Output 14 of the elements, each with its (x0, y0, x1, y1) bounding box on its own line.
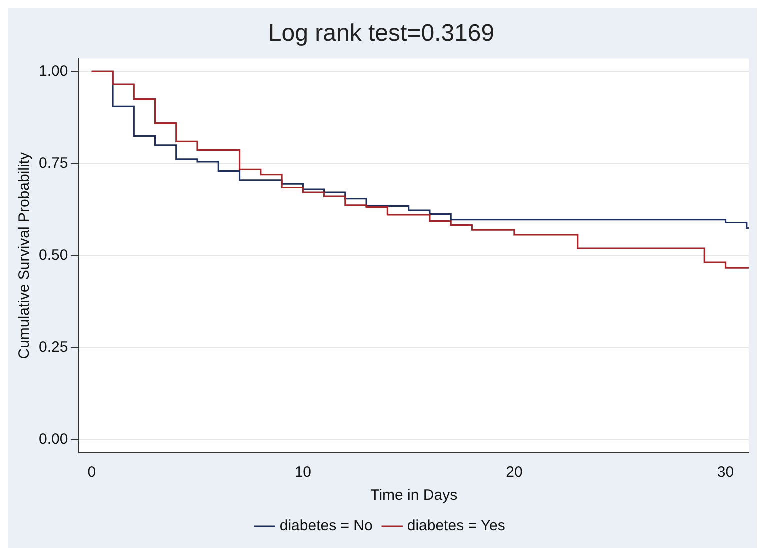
legend-label: diabetes = Yes (407, 518, 506, 535)
x-tick-label: 10 (294, 464, 312, 482)
y-tick-label: 0.25 (38, 339, 68, 356)
y-tick-label: 0.00 (38, 431, 68, 448)
chart-title: Log rank test=0.3169 (268, 20, 495, 48)
x-tick-label: 0 (88, 464, 96, 482)
legend-label: diabetes = No (280, 518, 373, 535)
x-axis-title: Time in Days (370, 487, 458, 504)
y-tick-label: 0.75 (38, 154, 68, 172)
y-tick-label: 1.00 (38, 62, 68, 80)
y-axis-title: Cumulative Survival Probability (16, 152, 34, 360)
y-tick-label: 0.50 (38, 247, 68, 264)
x-tick-label: 20 (506, 464, 523, 482)
x-tick-label: 30 (717, 464, 734, 482)
